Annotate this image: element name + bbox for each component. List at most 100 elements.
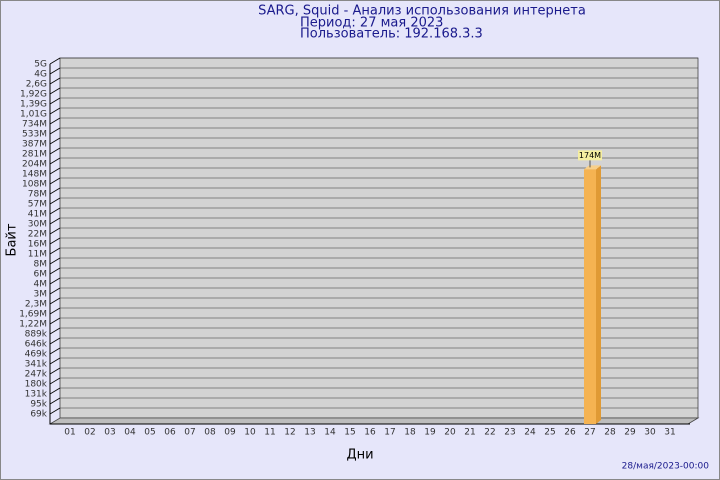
y-tick xyxy=(49,197,61,205)
y-tick-label: 281M xyxy=(22,150,47,160)
y-tick-label: 78M xyxy=(28,190,47,200)
y-tick-label: 22M xyxy=(28,230,47,240)
value-label: 174M xyxy=(579,151,601,160)
y-tick-label: 8M xyxy=(34,260,48,270)
y-tick-label: 11M xyxy=(28,250,47,260)
x-tick-label: 20 xyxy=(444,428,456,438)
y-tick-label: 1,39G xyxy=(20,100,47,110)
y-tick-label: 4M xyxy=(34,280,48,290)
y-tick xyxy=(49,377,61,385)
y-tick xyxy=(49,167,61,175)
y-tick xyxy=(49,277,61,285)
bar xyxy=(584,169,596,424)
y-tick-label: 69k xyxy=(30,410,47,420)
x-axis-label: Дни xyxy=(346,448,373,463)
x-tick-label: 06 xyxy=(164,428,176,438)
y-tick-label: 30M xyxy=(28,220,47,230)
bar-top xyxy=(584,165,601,170)
y-tick-label: 1,92G xyxy=(20,90,47,100)
y-tick-label: 204M xyxy=(22,160,47,170)
y-tick-label: 95k xyxy=(30,400,47,410)
y-tick xyxy=(49,107,61,115)
y-tick-label: 533M xyxy=(22,130,47,140)
x-tick-label: 14 xyxy=(324,428,336,438)
y-tick-label: 41M xyxy=(28,210,47,220)
y-tick xyxy=(49,77,61,85)
x-tick-label: 29 xyxy=(624,428,636,438)
y-tick xyxy=(49,237,61,245)
x-tick-label: 01 xyxy=(64,428,75,438)
x-tick-label: 08 xyxy=(204,428,216,438)
y-tick xyxy=(49,347,61,355)
y-tick xyxy=(49,57,61,65)
y-tick-label: 734M xyxy=(22,120,47,130)
y-tick xyxy=(49,387,61,395)
y-tick xyxy=(49,367,61,375)
y-tick xyxy=(49,177,61,185)
y-tick xyxy=(49,147,61,155)
y-tick xyxy=(49,407,61,415)
x-tick-label: 25 xyxy=(544,428,555,438)
x-tick-label: 23 xyxy=(504,428,515,438)
y-tick xyxy=(49,397,61,405)
x-tick-label: 02 xyxy=(84,428,95,438)
y-tick xyxy=(49,187,61,195)
y-tick xyxy=(49,207,61,215)
bar-side xyxy=(596,165,601,424)
y-tick-label: 131k xyxy=(25,390,48,400)
x-tick-label: 28 xyxy=(604,428,616,438)
y-axis-label: Байт xyxy=(5,223,20,256)
x-tick-label: 18 xyxy=(404,428,416,438)
y-tick-label: 1,69M xyxy=(19,310,47,320)
x-tick-label: 22 xyxy=(484,428,495,438)
y-tick-label: 889k xyxy=(25,330,48,340)
y-tick-label: 4G xyxy=(34,70,47,80)
x-tick-label: 03 xyxy=(104,428,115,438)
y-tick xyxy=(49,317,61,325)
y-tick-label: 6M xyxy=(34,270,48,280)
x-tick-label: 30 xyxy=(644,428,656,438)
y-tick xyxy=(49,217,61,225)
y-tick-label: 108M xyxy=(22,180,47,190)
y-tick-label: 469k xyxy=(25,350,48,360)
y-tick xyxy=(49,127,61,135)
x-tick-label: 17 xyxy=(384,428,395,438)
y-tick xyxy=(49,87,61,95)
y-tick xyxy=(49,257,61,265)
chart-title: SARG, Squid - Анализ использования интер… xyxy=(258,4,586,19)
x-tick-label: 15 xyxy=(344,428,355,438)
x-tick-label: 09 xyxy=(224,428,236,438)
x-tick-label: 26 xyxy=(564,428,576,438)
y-tick xyxy=(49,307,61,315)
y-tick xyxy=(49,67,61,75)
x-tick-label: 10 xyxy=(244,428,256,438)
y-tick-label: 57M xyxy=(28,200,47,210)
y-tick xyxy=(49,337,61,345)
x-tick-label: 21 xyxy=(464,428,475,438)
y-tick xyxy=(49,227,61,235)
y-tick xyxy=(49,357,61,365)
y-tick-label: 1,22M xyxy=(19,320,47,330)
y-tick-label: 180k xyxy=(25,380,48,390)
y-tick-label: 247k xyxy=(25,370,48,380)
y-tick xyxy=(49,247,61,255)
x-tick-label: 11 xyxy=(264,428,275,438)
chart-user: Пользователь: 192.168.3.3 xyxy=(300,27,483,42)
y-tick xyxy=(49,97,61,105)
y-tick-label: 1,01G xyxy=(20,110,47,120)
x-tick-label: 19 xyxy=(424,428,436,438)
y-tick xyxy=(49,287,61,295)
x-tick-label: 24 xyxy=(524,428,536,438)
x-tick-label: 13 xyxy=(304,428,315,438)
y-tick xyxy=(49,157,61,165)
y-tick-label: 341k xyxy=(25,360,48,370)
x-tick-label: 05 xyxy=(144,428,155,438)
y-tick xyxy=(49,297,61,305)
y-tick-label: 148M xyxy=(22,170,47,180)
value-label-box xyxy=(578,150,602,161)
y-tick xyxy=(49,137,61,145)
x-tick-label: 31 xyxy=(664,428,675,438)
chart-subtitle: Период: 27 мая 2023 xyxy=(300,16,443,31)
x-tick-label: 04 xyxy=(124,428,136,438)
y-tick xyxy=(49,117,61,125)
